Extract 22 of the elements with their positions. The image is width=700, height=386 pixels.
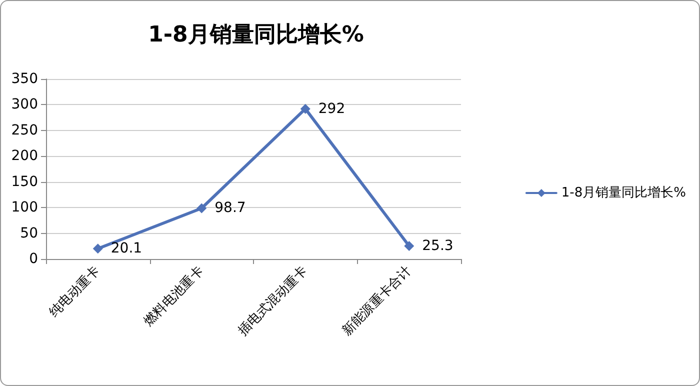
y-tick-label: 350 (11, 71, 38, 87)
y-tick-label: 250 (11, 122, 38, 138)
y-tick-label: 300 (11, 96, 38, 113)
chart-title: 1-8月销量同比增长% (148, 22, 364, 48)
point (196, 203, 207, 214)
point (300, 104, 310, 114)
y-tick-label: 100 (11, 200, 38, 216)
y-tick-label: 0 (29, 251, 38, 267)
x-tick-label: 新能源重卡合计 (339, 264, 414, 339)
x-tick-label: 纯电动重卡 (46, 264, 104, 320)
y-tick-label: 50 (20, 225, 38, 242)
point (92, 244, 103, 254)
data-label: 292 (318, 100, 346, 117)
y-tick-label: 200 (11, 148, 38, 164)
data-label: 98.7 (214, 200, 246, 216)
data-label: 20.1 (110, 240, 142, 257)
y-tick-label: 150 (11, 174, 38, 190)
point (404, 240, 414, 251)
legend-label: 1-8月销量同比增长% (561, 186, 686, 200)
x-tick-label: 燃料电池重卡 (141, 264, 207, 330)
data-label: 25.3 (422, 238, 454, 254)
x-tick-label: 插电式混动重卡 (236, 264, 311, 339)
